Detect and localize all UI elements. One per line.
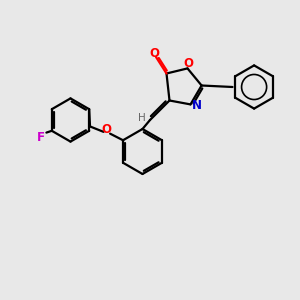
Text: O: O <box>183 56 193 70</box>
Text: F: F <box>37 131 45 144</box>
Text: H: H <box>138 112 146 123</box>
Text: O: O <box>149 46 160 60</box>
Text: N: N <box>192 99 202 112</box>
Text: O: O <box>101 123 112 136</box>
